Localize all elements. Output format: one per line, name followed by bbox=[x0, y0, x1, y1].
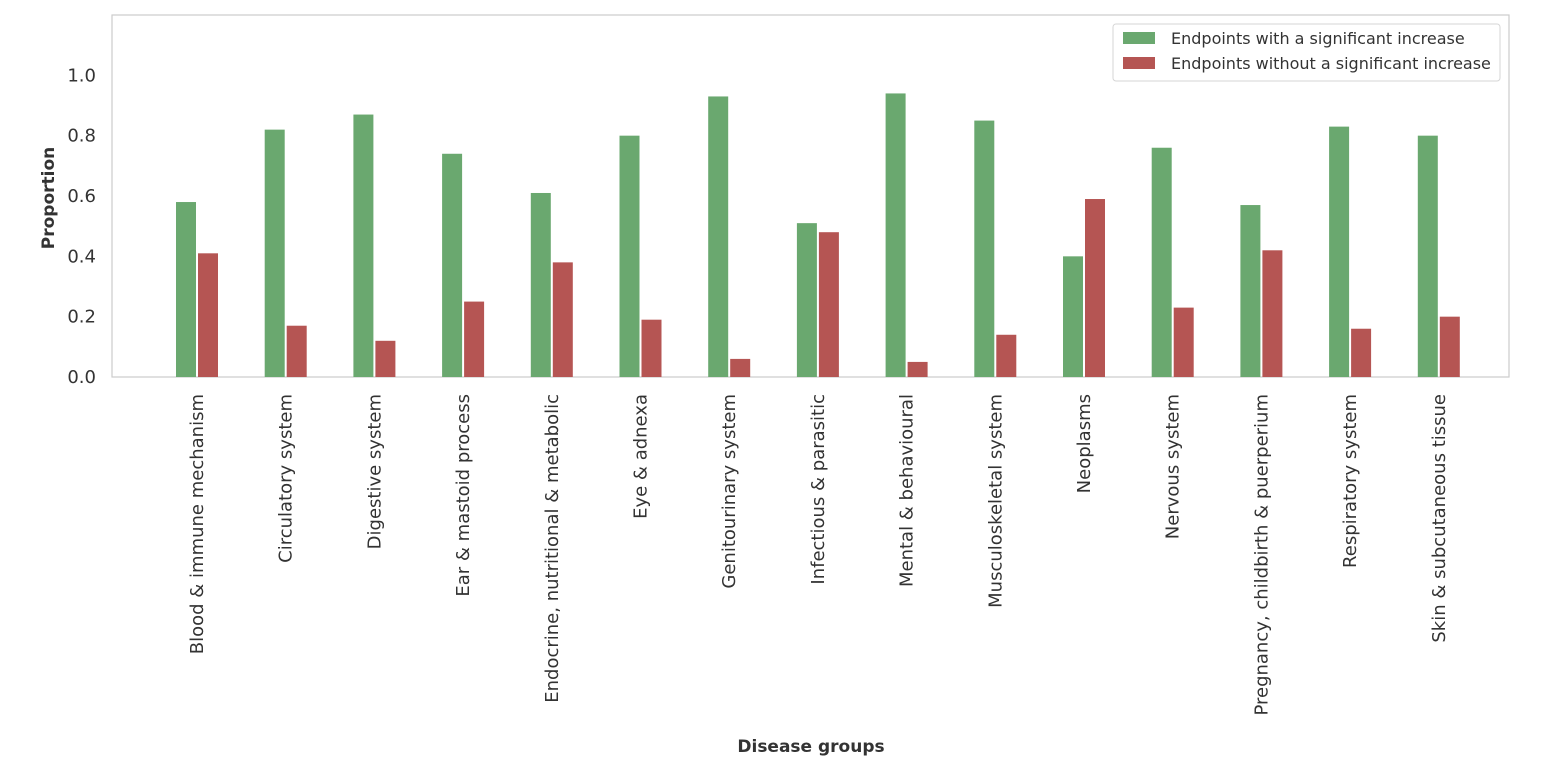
legend-swatch-series-2 bbox=[1123, 57, 1155, 69]
legend-swatch-series-1 bbox=[1123, 32, 1155, 44]
x-tick-label: Skin & subcutaneous tissue bbox=[1429, 394, 1450, 643]
y-tick-label: 0.2 bbox=[67, 307, 96, 328]
x-tick-label: Digestive system bbox=[364, 394, 385, 549]
bar-series-2 bbox=[1439, 316, 1460, 377]
bar-series-2 bbox=[1085, 199, 1105, 377]
bar-series-1 bbox=[353, 114, 374, 378]
x-axis-label: Disease groups bbox=[737, 737, 884, 757]
x-tick-label: Eye & adnexa bbox=[631, 394, 652, 519]
bar-series-1 bbox=[176, 202, 196, 377]
y-axis-ticks: 0.0 0.2 0.4 0.6 0.8 1.0 bbox=[67, 65, 96, 388]
y-axis-label: Proportion bbox=[39, 147, 59, 250]
x-tick-label: Infectious & parasitic bbox=[808, 394, 829, 585]
bar-series-1 bbox=[530, 192, 551, 377]
bar-series-1 bbox=[1417, 135, 1438, 377]
bar-series-1 bbox=[619, 135, 640, 377]
bars-group bbox=[176, 93, 1460, 378]
x-tick-label: Genitourinary system bbox=[719, 394, 740, 589]
x-tick-label: Blood & immune mechanism bbox=[187, 394, 208, 654]
x-tick-label: Pregnancy, childbirth & puerperium bbox=[1251, 394, 1272, 716]
y-tick-label: 0.6 bbox=[67, 186, 96, 207]
x-tick-label: Respiratory system bbox=[1340, 394, 1361, 568]
bar-series-2 bbox=[641, 319, 662, 377]
bar-series-2 bbox=[996, 334, 1017, 377]
bar-series-1 bbox=[974, 120, 995, 377]
bar-series-2 bbox=[1262, 250, 1283, 377]
bar-series-2 bbox=[818, 232, 839, 377]
y-tick-label: 0.8 bbox=[67, 126, 96, 147]
legend-box bbox=[1112, 23, 1501, 82]
x-tick-label: Neoplasms bbox=[1074, 394, 1095, 493]
y-tick-label: 0.0 bbox=[67, 367, 96, 388]
bar-series-1 bbox=[264, 129, 285, 377]
bar-series-1 bbox=[1151, 147, 1172, 377]
bar-series-2 bbox=[552, 262, 573, 377]
bar-series-1 bbox=[1240, 205, 1261, 377]
legend-label-series-2: Endpoints without a significant increase bbox=[1171, 54, 1491, 73]
legend: Endpoints with a significant increase En… bbox=[1112, 23, 1501, 82]
bar-series-1 bbox=[442, 153, 463, 377]
bar-series-2 bbox=[464, 301, 485, 377]
x-tick-label: Musculoskeletal system bbox=[985, 394, 1006, 608]
bar-series-2 bbox=[286, 325, 307, 377]
bar-series-1 bbox=[1329, 126, 1350, 377]
bar-series-1 bbox=[796, 223, 817, 377]
bar-series-2 bbox=[1351, 328, 1372, 377]
x-tick-label: Mental & behavioural bbox=[897, 394, 918, 587]
bar-series-2 bbox=[198, 253, 218, 377]
bar-series-1 bbox=[885, 93, 906, 377]
bar-series-2 bbox=[375, 340, 396, 377]
x-tick-label: Nervous system bbox=[1163, 394, 1184, 539]
bar-series-2 bbox=[1173, 307, 1194, 377]
legend-label-series-1: Endpoints with a significant increase bbox=[1171, 29, 1465, 48]
bar-series-1 bbox=[708, 96, 729, 377]
x-tick-label: Endocrine, nutritional & metabolic bbox=[542, 394, 563, 703]
y-tick-label: 0.4 bbox=[67, 246, 96, 267]
bar-series-2 bbox=[907, 361, 928, 377]
x-tick-label: Circulatory system bbox=[276, 394, 297, 563]
bar-series-2 bbox=[730, 358, 751, 377]
bar-series-1 bbox=[1063, 256, 1083, 377]
y-tick-label: 1.0 bbox=[67, 65, 96, 86]
x-axis-ticks: Blood & immune mechanism Circulatory syst… bbox=[187, 394, 1450, 716]
x-tick-label: Ear & mastoid process bbox=[453, 394, 474, 597]
